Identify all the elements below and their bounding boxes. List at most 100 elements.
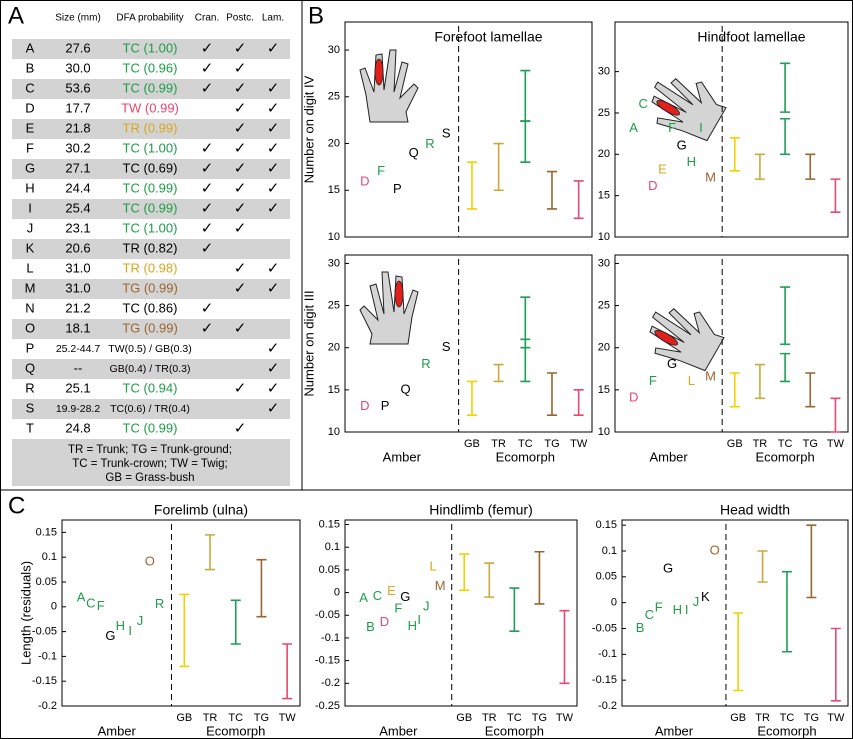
y-tick-label: -0.15 [32, 675, 57, 687]
range-bar [780, 117, 791, 156]
legend-text: GB = Grass-bush [105, 472, 194, 484]
dfa-cell: TC (0.99) [123, 200, 178, 215]
y-tick-label: 30 [328, 257, 340, 269]
check-mark: ✓ [201, 220, 214, 237]
amber-point: M [705, 369, 716, 384]
y-tick-label: 20 [598, 148, 610, 160]
x-tick-label: TR [491, 438, 506, 450]
check-mark: ✓ [234, 260, 247, 277]
range-bar [520, 120, 531, 164]
check-mark: ✓ [234, 380, 247, 397]
plot-frame [344, 519, 578, 707]
range-bar [466, 161, 477, 210]
row-id: D [25, 100, 34, 115]
amber-point: D [629, 390, 638, 405]
y-tick-label: 20 [598, 342, 610, 354]
x-tick-label: GB [727, 438, 743, 450]
size-cell: 21.8 [65, 120, 90, 135]
amber-point: G [105, 628, 115, 643]
check-mark: ✓ [234, 100, 247, 117]
y-tick-label: 30 [598, 66, 610, 78]
x-axis-label: Ecomorph [757, 723, 816, 738]
legend-box [12, 439, 290, 486]
dfa-cell: TR (0.98) [123, 260, 178, 275]
range-bar [805, 372, 816, 408]
row-shade [12, 79, 290, 99]
dfa-cell: TC (1.00) [123, 40, 178, 55]
amber-point: J [423, 599, 430, 614]
row-id: R [25, 380, 34, 395]
y-tick-label: -0.2 [38, 700, 57, 712]
range-bar [729, 372, 740, 408]
check-mark: ✓ [201, 200, 214, 217]
check-mark: ✓ [201, 40, 214, 57]
check-mark: ✓ [234, 420, 247, 437]
plot-frame [61, 519, 301, 707]
range-bar [509, 587, 520, 632]
y-axis-label: Number on digit III [301, 290, 316, 396]
hindfoot-illustration [637, 292, 730, 380]
range-bar [830, 627, 841, 702]
amber-point: D [380, 614, 389, 629]
range-bar [546, 372, 557, 416]
y-tick-label: 20 [328, 137, 340, 149]
check-mark: ✓ [234, 140, 247, 157]
dfa-cell: TW (0.99) [121, 100, 179, 115]
amber-point: Q [409, 145, 419, 160]
range-bar [546, 170, 557, 210]
amber-point: I [685, 602, 689, 617]
check-mark: ✓ [234, 220, 247, 237]
range-bar [805, 153, 816, 180]
amber-point: H [116, 618, 125, 633]
forefoot-illustration [359, 49, 419, 123]
check-mark: ✓ [267, 120, 280, 137]
dfa-cell: TW(0.5) / GB(0.3) [108, 343, 191, 355]
y-tick-label: 10 [328, 231, 340, 243]
amber-point: D [648, 178, 657, 193]
y-tick-label: -0.1 [321, 632, 340, 644]
amber-point: A [359, 590, 368, 605]
dfa-cell: GB(0.4) / TR(0.3) [110, 363, 191, 375]
range-bar [733, 612, 744, 692]
row-shade [12, 319, 290, 339]
dfa-cell: TC (0.96) [123, 60, 178, 75]
check-mark: ✓ [201, 180, 214, 197]
y-tick-label: -0.05 [315, 609, 340, 621]
amber-point: B [366, 619, 375, 634]
amber-point: C [645, 607, 654, 622]
range-bar [830, 397, 841, 433]
dfa-cell: TC (0.94) [123, 380, 178, 395]
y-axis-label: Number on digit IV [301, 75, 316, 183]
check-mark: ✓ [201, 160, 214, 177]
y-tick-label: 0.05 [36, 576, 57, 588]
range-bar [780, 352, 791, 383]
y-tick-label: 0.15 [596, 519, 617, 531]
range-bar [830, 178, 841, 213]
plot-frame [614, 21, 849, 238]
plot-frame [614, 254, 849, 433]
size-cell: 30.2 [65, 140, 90, 155]
dfa-cell: TG (0.99) [122, 280, 178, 295]
check-mark: ✓ [267, 180, 280, 197]
range-bar [459, 553, 470, 592]
row-id: P [26, 340, 35, 355]
x-tick-label: GB [456, 712, 472, 724]
row-id: K [26, 240, 35, 255]
x-tick-label: GB [176, 712, 192, 724]
forefoot-illustration [359, 271, 419, 345]
y-tick-label: 25 [598, 107, 610, 119]
amber-point: D [360, 173, 369, 188]
x-tick-label: TW [556, 712, 574, 724]
dfa-cell: TC (1.00) [123, 220, 178, 235]
row-shade [12, 399, 290, 419]
size-cell: 19.9-28.2 [56, 403, 101, 415]
range-bar [573, 389, 584, 416]
amber-point: E [387, 583, 396, 598]
y-tick-label: -0.15 [315, 655, 340, 667]
chart-title: Hindfoot lamellae [697, 29, 805, 45]
check-mark: ✓ [267, 140, 280, 157]
amber-point: J [693, 594, 700, 609]
range-bar [781, 570, 792, 653]
plot-frame [621, 519, 849, 707]
